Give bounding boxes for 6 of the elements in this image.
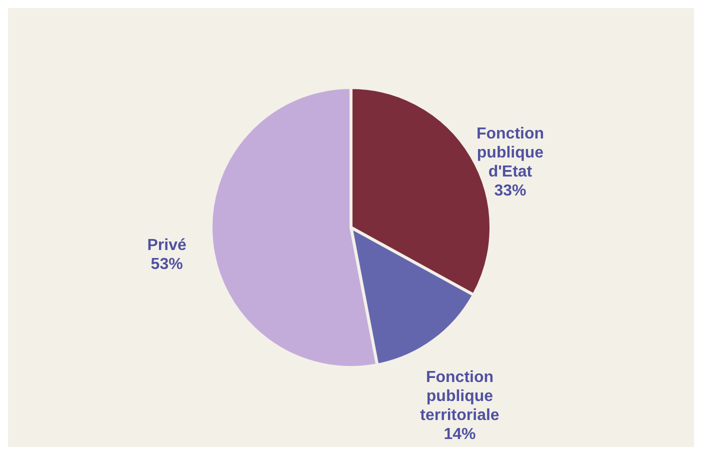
data-label: 14% [444,426,476,444]
slice-label: Fonction publique d'Etat [476,125,544,180]
slice-label: Fonction publique territoriale [420,369,500,424]
data-label: 53% [150,256,183,273]
slice-label: Privé [147,236,186,254]
data-label: 33% [494,182,526,200]
